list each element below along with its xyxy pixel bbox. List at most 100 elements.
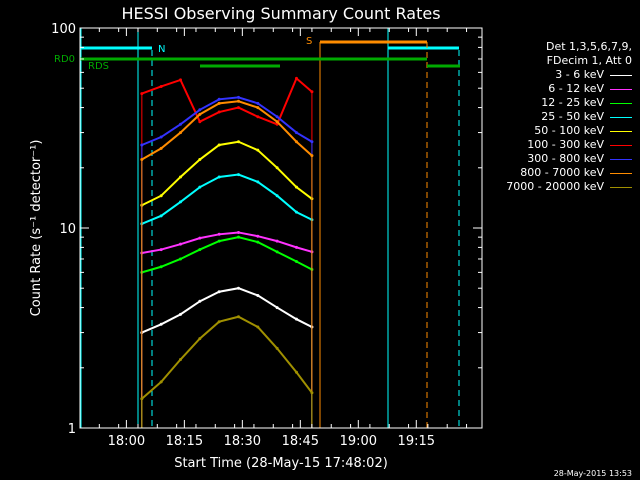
legend-entry: 800 - 7000 keV [484,166,632,180]
legend-swatch [610,172,632,174]
data-point [236,230,240,234]
data-point [236,173,240,177]
data-point [294,131,298,135]
data-point [310,154,314,158]
data-point [198,185,202,189]
data-point [140,92,144,96]
series-line [141,231,313,254]
data-point [236,95,240,99]
series-line [141,287,313,334]
data-point [140,158,144,162]
data-point [310,391,314,395]
data-point [236,99,240,103]
data-point [179,257,182,261]
x-tick-label: 18:45 [282,434,319,449]
data-point [275,239,279,243]
series-line [141,140,313,207]
data-point [198,120,202,124]
legend-label: 7000 - 20000 keV [506,180,604,193]
data-point [217,320,221,324]
legend-swatch [610,158,632,160]
legend-entry: 100 - 300 keV [484,138,632,152]
legend-label: 12 - 25 keV [541,96,604,109]
legend-entry: 50 - 100 keV [484,124,632,138]
x-tick-label: 19:00 [340,434,377,449]
data-point [198,112,202,116]
data-point [159,248,163,252]
series-line [141,173,313,225]
data-point [217,101,221,105]
data-point [217,290,221,294]
legend-swatch [610,130,632,132]
legend-entry: 6 - 12 keV [484,82,632,96]
data-point [159,214,163,218]
data-point [179,131,182,135]
legend-label: 300 - 800 keV [527,152,604,165]
data-point [140,143,144,147]
series-layer [140,76,314,428]
legend-label: 50 - 100 keV [534,124,604,137]
data-point [159,194,163,198]
data-point [256,101,260,105]
data-point [179,358,182,362]
data-point [256,115,260,119]
data-point [294,140,298,144]
series-line [141,96,313,146]
data-point [198,236,202,240]
data-point [159,380,163,384]
series-line [141,100,313,161]
data-point [179,242,182,246]
legend-entry: 3 - 6 keV [484,68,632,82]
data-point [217,110,221,114]
data-point [159,135,163,139]
data-point [198,337,202,341]
legend-label: 6 - 12 keV [548,82,604,95]
legend-label: 800 - 7000 keV [520,166,604,179]
legend-header-line-1: Det 1,3,5,6,7,9, [545,40,632,53]
legend-swatch [610,74,632,76]
series-7 [140,99,314,428]
annotation-label-s: S [306,36,312,47]
data-point [159,265,163,269]
data-point [275,166,279,170]
data-point [217,239,221,243]
y-tick-label: 10 [59,222,76,237]
annotation-label-n: N [158,44,165,55]
data-point [179,122,182,126]
legend-swatch [610,88,632,90]
legend-entry: 300 - 800 keV [484,152,632,166]
data-point [275,306,279,310]
data-point [294,185,298,189]
series-line [141,236,313,274]
legend-swatch [610,186,632,188]
data-point [256,240,260,244]
data-point [179,200,182,204]
legend-swatch [610,102,632,104]
data-point [256,148,260,152]
data-point [294,370,298,374]
data-point [256,325,260,329]
legend: Det 1,3,5,6,7,9, FDecim 1, Att 0 3 - 6 k… [484,40,632,194]
legend-header-line-2: FDecim 1, Att 0 [546,54,632,67]
data-point [179,175,182,179]
data-point [256,180,260,184]
data-point [198,299,202,303]
data-point [294,210,298,214]
timestamp-footer: 28-May-2015 13:53 [553,469,632,478]
x-axis-label: Start Time (28-May-15 17:48:02) [174,456,388,471]
y-tick-label: 100 [51,22,76,37]
legend-entry: 25 - 50 keV [484,110,632,124]
data-point [198,248,202,252]
data-point [198,108,202,112]
data-point [294,76,298,80]
chart-title: HESSI Observing Summary Count Rates [121,4,440,23]
y-axis-label: Count Rate (s⁻¹ detector⁻¹) [29,140,44,317]
legend-entry: 12 - 25 keV [484,96,632,110]
data-point [159,84,163,88]
legend-swatch [610,144,632,146]
series-line [141,315,313,400]
data-point [256,234,260,238]
legend-entry: 7000 - 20000 keV [484,180,632,194]
annotation-label-rd0: RD0 [54,54,75,65]
